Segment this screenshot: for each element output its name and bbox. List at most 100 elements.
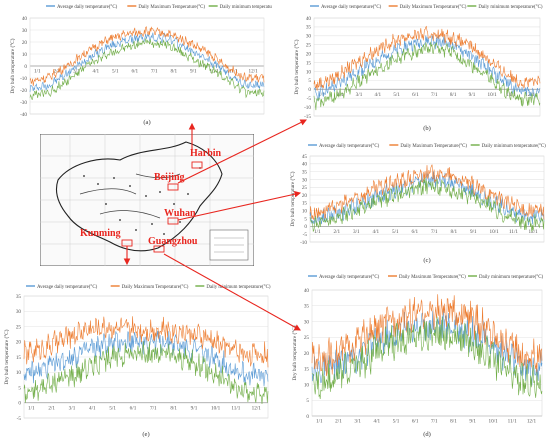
- y-tick-label: 30: [22, 28, 28, 34]
- legend-label-avg: Average daily temperature(°C): [319, 275, 380, 280]
- series-line-max: [29, 26, 265, 87]
- chart-legend: Average daily temperature(°C) Daily Maxim…: [26, 285, 271, 290]
- panel-label: (a): [143, 119, 150, 126]
- y-tick-label: 20: [304, 351, 310, 357]
- x-tick-label: 11/1: [231, 405, 240, 411]
- x-tick-label: 10/1: [489, 419, 499, 425]
- x-tick-label: 6/1: [412, 92, 419, 98]
- legend-label-min: Daily minimum temperature(°C): [206, 285, 271, 290]
- city-label-guangzhou: Guangzhou: [148, 236, 198, 247]
- legend-label-avg: Average daily temperature(°C): [319, 144, 380, 149]
- y-tick-label: 15: [302, 201, 308, 207]
- x-tick-label: 5/1: [112, 69, 119, 75]
- panel-label: (b): [423, 125, 431, 132]
- y-tick-label: 40: [306, 16, 312, 22]
- x-tick-label: 3/1: [353, 229, 360, 235]
- plot-frame: [309, 155, 545, 243]
- series-line-min: [23, 341, 269, 405]
- x-tick-label: 1/1: [314, 229, 321, 235]
- x-tick-label: 5/1: [393, 92, 400, 98]
- panel-label: (c): [423, 257, 430, 264]
- wuhan-marker: [167, 217, 179, 225]
- series-line-avg: [23, 330, 269, 387]
- y-tick-label: 30: [16, 309, 22, 315]
- y-axis-title: Dry bulb temperature (°C): [293, 39, 300, 94]
- legend-label-avg: Average daily temperature(°C): [37, 285, 98, 290]
- legend-label-min: Daily minimum temperature(°C): [478, 5, 543, 10]
- y-tick-label: 0: [24, 64, 27, 70]
- x-tick-label: 1/1: [28, 405, 35, 411]
- y-tick-label: -5: [303, 232, 308, 238]
- series-line-max: [311, 294, 543, 377]
- y-tick-label: 0: [18, 401, 21, 407]
- x-tick-label: 12/1: [252, 405, 262, 411]
- legend-label-min: Daily minimum temperature(°C): [479, 275, 544, 280]
- y-tick-label: 25: [306, 43, 312, 49]
- x-tick-label: 9/1: [190, 69, 197, 75]
- chart-legend: Average daily temperature(°C) Daily Maxim…: [308, 144, 546, 149]
- x-tick-label: 10/1: [488, 92, 498, 98]
- y-tick-label: -30: [20, 100, 27, 106]
- x-tick-label: 5/1: [393, 419, 400, 425]
- y-tick-label: -20: [20, 88, 27, 94]
- legend-label-min: Daily minimum temperature(°C): [220, 5, 272, 10]
- y-tick-label: 40: [22, 16, 28, 22]
- y-tick-label: 45: [302, 154, 308, 160]
- y-tick-label: 20: [16, 340, 22, 346]
- y-tick-label: 5: [308, 78, 311, 84]
- x-tick-label: 8/1: [450, 92, 457, 98]
- legend-label-avg: Average daily temperature(°C): [57, 5, 118, 10]
- chart-legend: Average daily temperature(°C) Daily Maxim…: [308, 275, 544, 280]
- y-tick-label: 0: [304, 224, 307, 230]
- x-tick-label: 11/1: [509, 229, 518, 235]
- y-tick-label: 15: [306, 60, 312, 66]
- y-tick-label: 10: [302, 209, 308, 215]
- series-line-max: [309, 164, 545, 221]
- y-tick-label: 5: [304, 216, 307, 222]
- y-tick-label: -10: [304, 105, 311, 111]
- x-tick-label: 8/1: [170, 405, 177, 411]
- x-tick-label: 10/1: [490, 229, 500, 235]
- y-tick-label: 10: [304, 382, 310, 388]
- y-tick-label: 20: [306, 51, 312, 57]
- x-tick-label: 9/1: [469, 419, 476, 425]
- legend-label-max: Daily Maximum Temperature(°C): [400, 5, 467, 10]
- x-tick-label: 8/1: [171, 69, 178, 75]
- x-tick-label: 9/1: [470, 229, 477, 235]
- chart-a: Average daily temperature(°C) Daily Maxim…: [9, 5, 272, 126]
- y-tick-label: 40: [302, 162, 308, 168]
- y-tick-label: 15: [16, 355, 22, 361]
- x-tick-label: 1/1: [316, 419, 323, 425]
- x-tick-label: 3/1: [356, 92, 363, 98]
- chart-e: Average daily temperature(°C) Daily Maxim…: [3, 285, 271, 438]
- x-tick-label: 7/1: [150, 405, 157, 411]
- x-tick-label: 5/1: [392, 229, 399, 235]
- y-tick-label: 25: [304, 335, 310, 341]
- legend-label-min: Daily minimum temperature(°C): [482, 144, 547, 149]
- legend-label-avg: Average daily temperature(°C): [321, 5, 382, 10]
- map-graticule: [40, 134, 254, 266]
- y-tick-label: 0: [306, 414, 309, 420]
- y-tick-label: 30: [302, 177, 308, 183]
- x-tick-label: 6/1: [132, 69, 139, 75]
- y-tick-label: 35: [16, 294, 22, 300]
- series-line-min: [311, 316, 543, 400]
- y-axis-title: Dry bulb temperature (°C): [9, 38, 16, 93]
- x-tick-label: 6/1: [412, 229, 419, 235]
- x-tick-label: 1/1: [318, 92, 325, 98]
- x-tick-label: 9/1: [191, 405, 198, 411]
- chart-legend: Average daily temperature(°C) Daily Maxim…: [310, 5, 543, 10]
- y-tick-label: 35: [306, 25, 312, 31]
- legend-label-max: Daily Maximum Temperature(°C): [400, 144, 467, 149]
- city-label-kunming: Kunming: [80, 228, 121, 239]
- y-tick-label: 10: [22, 52, 28, 58]
- y-axis-title: Dry bulb temperature (°C): [3, 329, 10, 384]
- chart-b: Average daily temperature(°C) Daily Maxim…: [293, 5, 543, 132]
- y-gridlines: -15 -10 -5 0 5 10 15 20 25 30 35 40: [304, 16, 540, 120]
- x-tick-label: 9/1: [469, 92, 476, 98]
- panel-label: (e): [142, 431, 149, 438]
- map-legend-box: [209, 229, 249, 261]
- x-ticks: 1/1 2/1 3/1 4/1 5/1 6/1 7/1 8/1 9/1 10/1 11/1 12/1: [318, 92, 535, 98]
- x-tick-label: 3/1: [73, 69, 80, 75]
- guangzhou-marker: [153, 245, 165, 253]
